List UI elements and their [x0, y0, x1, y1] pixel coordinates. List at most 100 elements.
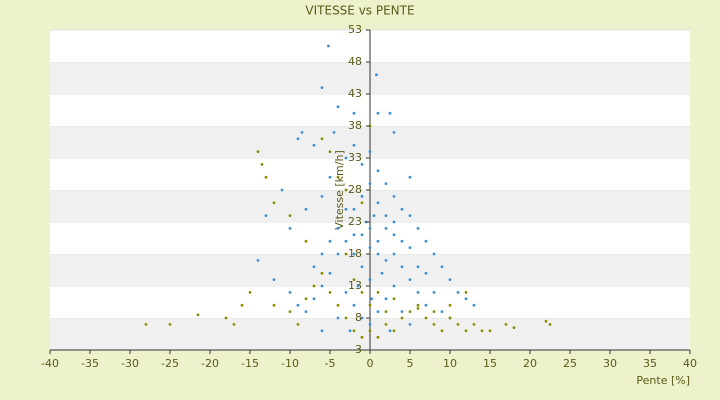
- point: [416, 291, 420, 294]
- point: [304, 310, 308, 313]
- point: [432, 310, 436, 313]
- point: [448, 316, 452, 320]
- point: [304, 239, 308, 243]
- x-tick-label: 10: [443, 357, 457, 370]
- point: [456, 291, 460, 294]
- point: [392, 329, 396, 333]
- point: [296, 137, 300, 141]
- point: [312, 284, 316, 288]
- point: [240, 303, 244, 307]
- point: [256, 150, 260, 154]
- point: [440, 265, 444, 269]
- point: [320, 284, 324, 288]
- point: [280, 188, 284, 192]
- x-tick-label: 40: [683, 357, 697, 370]
- point: [352, 111, 356, 115]
- point: [312, 265, 316, 269]
- point: [384, 323, 388, 326]
- point: [448, 278, 452, 281]
- point: [332, 131, 336, 134]
- point: [320, 137, 324, 141]
- point: [304, 207, 308, 211]
- x-tick-label: 5: [407, 357, 414, 370]
- y-tick-label: 13: [348, 279, 362, 292]
- point: [360, 316, 364, 320]
- x-tick-label: 30: [603, 357, 617, 370]
- point: [196, 313, 200, 317]
- point: [372, 214, 376, 218]
- point: [368, 303, 372, 307]
- point: [144, 323, 148, 326]
- point: [328, 271, 332, 275]
- point: [352, 143, 356, 147]
- point: [376, 310, 380, 313]
- point: [368, 150, 372, 154]
- point: [320, 329, 324, 333]
- point: [368, 329, 372, 333]
- point: [432, 323, 436, 326]
- point: [376, 201, 380, 205]
- point: [400, 239, 404, 243]
- point: [416, 265, 420, 269]
- point: [400, 310, 404, 313]
- point: [424, 316, 428, 320]
- point: [368, 323, 372, 326]
- point: [504, 323, 508, 326]
- point: [464, 297, 468, 301]
- point: [544, 319, 548, 323]
- point: [376, 169, 380, 173]
- point: [392, 233, 396, 237]
- point: [260, 163, 264, 166]
- x-tick-label: 15: [483, 357, 497, 370]
- point: [336, 227, 340, 230]
- x-tick-label: -10: [281, 357, 299, 370]
- point: [360, 335, 364, 339]
- point: [548, 323, 552, 326]
- point: [380, 271, 384, 275]
- point: [344, 316, 348, 320]
- point: [327, 44, 330, 48]
- point: [320, 86, 324, 89]
- point: [416, 227, 420, 230]
- x-tick-label: -35: [81, 357, 99, 370]
- y-tick-label: 8: [355, 311, 362, 324]
- point: [296, 303, 300, 307]
- point: [384, 297, 388, 301]
- x-tick-label: 25: [563, 357, 577, 370]
- point: [272, 303, 276, 307]
- y-tick-label: 28: [348, 183, 362, 196]
- point: [388, 329, 392, 333]
- point: [392, 297, 396, 301]
- point: [376, 291, 380, 294]
- point: [464, 291, 468, 294]
- point: [392, 195, 396, 198]
- point: [392, 252, 396, 256]
- point: [375, 73, 378, 77]
- point: [288, 310, 292, 313]
- point: [416, 303, 420, 307]
- point: [376, 252, 380, 256]
- point: [376, 335, 380, 339]
- point: [312, 297, 316, 301]
- point: [408, 246, 412, 250]
- point: [408, 214, 412, 218]
- point: [368, 278, 372, 281]
- point: [360, 291, 364, 294]
- point: [288, 214, 292, 218]
- point: [392, 220, 396, 224]
- y-tick-label: 48: [348, 55, 362, 68]
- x-tick-label: 0: [367, 357, 374, 370]
- point: [352, 207, 356, 211]
- point: [344, 207, 348, 211]
- point: [392, 131, 396, 134]
- point: [376, 239, 380, 243]
- x-tick-label: 20: [523, 357, 537, 370]
- y-axis-label: Vitesse [km/h]: [333, 150, 346, 230]
- point: [400, 265, 404, 269]
- point: [388, 111, 392, 115]
- x-tick-label: -25: [161, 357, 179, 370]
- point: [448, 303, 452, 307]
- point: [472, 323, 476, 326]
- x-axis-label: Pente [%]: [636, 374, 690, 387]
- point: [384, 214, 388, 218]
